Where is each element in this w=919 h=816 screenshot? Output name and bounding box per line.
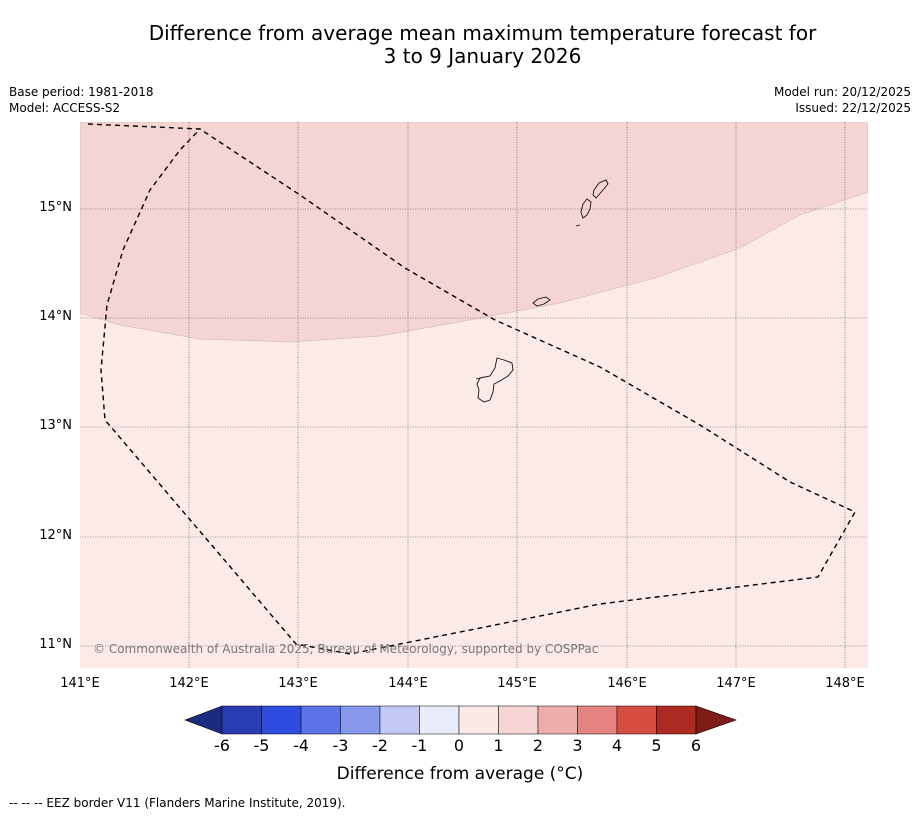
colorbar-segment xyxy=(458,705,499,735)
map-area xyxy=(80,122,868,668)
colorbar-tick-label: 4 xyxy=(611,736,623,755)
colorbar-tick-label: 0 xyxy=(453,736,465,755)
colorbar-arrow-high xyxy=(695,705,737,735)
colorbar-segment xyxy=(537,705,578,735)
anomaly-1-2-region xyxy=(80,122,868,343)
lon-label-144: 144°E xyxy=(388,676,428,691)
title-line-1: Difference from average mean maximum tem… xyxy=(148,21,817,45)
lon-label-141: 141°E xyxy=(60,676,100,691)
colorbar-tick-label: -4 xyxy=(293,736,309,755)
colorbar-tick-label: 2 xyxy=(532,736,544,755)
lat-label-13: 13°N xyxy=(39,418,72,433)
lon-label-145: 145°E xyxy=(497,676,537,691)
island-saipan xyxy=(592,179,609,199)
lat-label-11: 11°N xyxy=(39,637,72,652)
eez-border xyxy=(87,123,856,655)
island-aguijan xyxy=(575,224,581,227)
meta-left: Base period: 1981-2018 Model: ACCESS-S2 xyxy=(9,84,154,116)
colorbar-segment xyxy=(340,705,381,735)
colorbar-tick-label: 3 xyxy=(572,736,583,755)
colorbar-tick-label: -6 xyxy=(214,736,230,755)
colorbar-segment xyxy=(300,705,341,735)
colorbar xyxy=(184,705,737,735)
colorbar-segment xyxy=(379,705,420,735)
lon-label-148: 148°E xyxy=(825,676,865,691)
colorbar-tick-label: -1 xyxy=(411,736,428,755)
copyright-notice: © Commonwealth of Australia 2025, Bureau… xyxy=(93,642,599,656)
colorbar-segment xyxy=(261,705,302,735)
colorbar-label: Difference from average (°C) xyxy=(336,764,584,784)
colorbar-arrow-low xyxy=(184,705,223,735)
colorbar-segment xyxy=(498,705,539,735)
colorbar-tick-label: -3 xyxy=(332,736,349,755)
meta-right: Model run: 20/12/2025 Issued: 22/12/2025 xyxy=(774,84,911,116)
island-guam-peninsula xyxy=(475,376,485,380)
lat-label-14: 14°N xyxy=(39,309,72,324)
map-gridlines xyxy=(80,122,868,668)
colorbar-segment xyxy=(577,705,618,735)
colorbar-tick-label: -2 xyxy=(372,736,388,755)
lon-label-146: 146°E xyxy=(607,676,647,691)
island-rota xyxy=(532,296,551,307)
base-period: Base period: 1981-2018 xyxy=(9,85,154,99)
colorbar-tick-label: 1 xyxy=(493,736,504,755)
lon-label-142: 142°E xyxy=(169,676,209,691)
colorbar-segment xyxy=(221,705,262,735)
lat-label-12: 12°N xyxy=(39,528,72,543)
colorbar-tick-label: 6 xyxy=(690,736,702,755)
colorbar-segment xyxy=(656,705,697,735)
lat-label-15: 15°N xyxy=(39,200,72,215)
issued-date: Issued: 22/12/2025 xyxy=(795,101,911,115)
model-name: Model: ACCESS-S2 xyxy=(9,101,121,115)
lon-label-143: 143°E xyxy=(278,676,318,691)
map-title: Difference from average mean maximum tem… xyxy=(0,22,919,68)
island-tinian xyxy=(580,198,592,219)
title-line-2: 3 to 9 January 2026 xyxy=(383,44,582,68)
model-run: Model run: 20/12/2025 xyxy=(773,85,911,99)
colorbar-segment xyxy=(419,705,460,735)
colorbar-segment xyxy=(616,705,657,735)
colorbar-tick-label: -5 xyxy=(253,736,270,755)
lon-label-147: 147°E xyxy=(716,676,756,691)
colorbar-tick-label: 5 xyxy=(651,736,662,755)
islands xyxy=(475,179,609,403)
eez-legend-note: -- -- -- EEZ border V11 (Flanders Marine… xyxy=(9,796,346,810)
